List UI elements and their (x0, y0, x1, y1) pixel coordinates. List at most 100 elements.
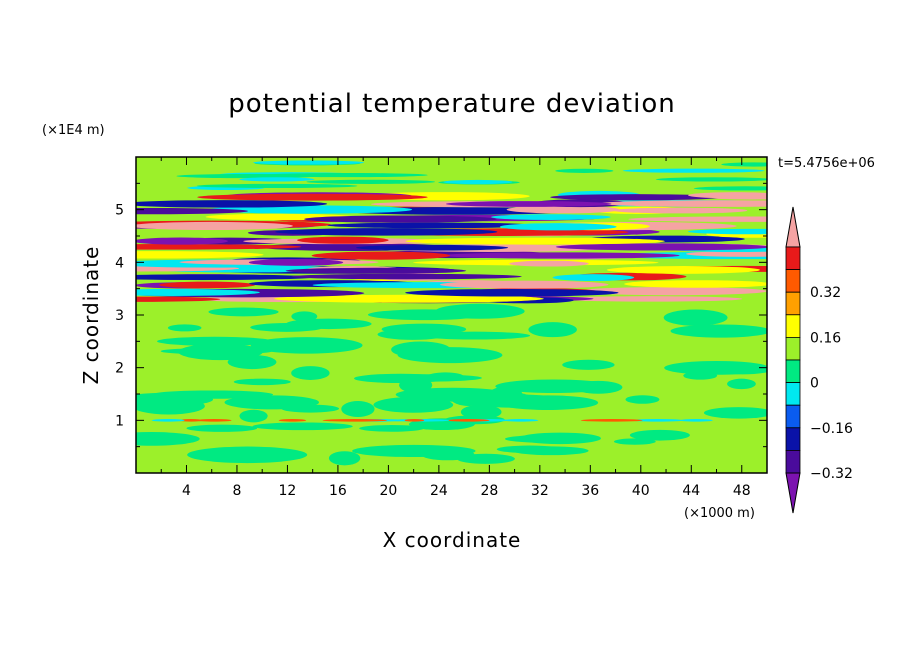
contour-patch (612, 207, 748, 214)
contour-patch (622, 168, 765, 173)
contour-patch (580, 419, 643, 422)
contour-patch (311, 251, 451, 260)
contour-patch (285, 318, 372, 330)
colorbar-box (785, 336, 801, 361)
y-tick-label: 1 (115, 413, 124, 429)
contour-patch (136, 432, 200, 446)
contour-patch (445, 201, 612, 207)
contour-patch (207, 205, 413, 214)
contour-patch (442, 252, 680, 259)
contour-patch (557, 296, 743, 302)
contour-patch (405, 289, 619, 297)
contour-patch (136, 221, 293, 231)
x-axis-ticks: 4 8 12 16 20 24 28 32 36 40 44 48 (160, 157, 751, 499)
contour-patch (562, 359, 615, 370)
contour-patch (629, 429, 690, 441)
x-tick-label: 28 (480, 483, 498, 499)
contour-patch (663, 309, 728, 326)
contour-patch (297, 236, 389, 244)
contour-patch (250, 337, 363, 354)
x-unit-label: (×1000 m) (684, 506, 755, 521)
y-tick-label: 5 (115, 203, 124, 219)
contour-patch (136, 200, 328, 208)
contour-patch (528, 322, 577, 338)
contour-patch (197, 193, 428, 201)
x-tick-label: 44 (682, 483, 700, 499)
contour-patch (685, 251, 767, 257)
contour-patch (419, 331, 531, 340)
y-axis-label: Z coordinate (79, 246, 103, 385)
contour-patch (136, 237, 228, 245)
x-tick-label: 12 (279, 483, 297, 499)
contour-patch (304, 215, 497, 223)
contour-patch (352, 444, 476, 458)
contour-patch (443, 179, 513, 185)
colorbar-box (785, 449, 801, 474)
contour-patch (225, 453, 260, 461)
x-axis-label: X coordinate (383, 528, 522, 552)
contour-patch (136, 274, 316, 280)
contour-patch (625, 395, 660, 404)
contour-patch (552, 274, 635, 281)
contour-patch (252, 422, 353, 431)
colorbar-box (785, 427, 801, 451)
contour-patch (628, 216, 767, 222)
contour-patch (167, 324, 202, 332)
x-tick-label: 20 (379, 483, 397, 499)
contour-patch (404, 419, 425, 422)
contour-patch (275, 228, 498, 236)
contour-patch (285, 267, 467, 274)
contour-patch (208, 307, 279, 317)
y-tick-label: 4 (115, 255, 124, 271)
colorbar-box (785, 246, 801, 271)
contour-patch (136, 288, 260, 296)
colorbar-label: 0.16 (810, 330, 841, 346)
contour-patch (253, 160, 365, 165)
contour-patch (655, 177, 767, 182)
colorbar-box (785, 359, 801, 384)
x-tick-label: 16 (329, 483, 347, 499)
y-tick-label: 3 (115, 308, 124, 324)
contour-patch (239, 409, 268, 423)
chart-title: potential temperature deviation (228, 89, 675, 119)
x-tick-label: 4 (182, 483, 191, 499)
contour-patch (693, 186, 767, 191)
contour-patch (178, 343, 263, 361)
x-tick-label: 32 (531, 483, 549, 499)
contour-patch (151, 419, 185, 422)
contour-patch (274, 294, 544, 303)
contour-patch (439, 280, 609, 289)
contour-patch (136, 207, 248, 215)
contour-patch (291, 366, 330, 380)
contour-patch (670, 324, 767, 338)
contour-patch (405, 237, 665, 245)
contour-patch (281, 404, 340, 413)
contour-patch (136, 251, 264, 259)
contour-patch (239, 177, 315, 182)
contour-patch (447, 419, 490, 422)
contour-patch (136, 397, 205, 415)
colorbar-bottom-arrow (785, 472, 801, 514)
contour-patch (680, 419, 713, 422)
contour-patch (136, 244, 302, 250)
contour-field (136, 157, 767, 473)
contour-patch (496, 445, 563, 454)
colorbar: 0.32 0.16 0 −0.16 −0.32 (785, 206, 853, 514)
contour-patch (179, 419, 203, 422)
contour-patch (630, 419, 684, 422)
x-tick-label: 24 (430, 483, 448, 499)
contour-patch (381, 323, 467, 335)
contour-patch (322, 419, 388, 422)
contour-patch (687, 228, 767, 235)
colorbar-top-arrow (785, 206, 801, 248)
contour-patch (504, 434, 599, 443)
contour-patch (624, 280, 767, 288)
contour-patch (359, 425, 424, 432)
contour-patch (306, 179, 436, 184)
contour-patch (550, 194, 721, 201)
contour-patch (248, 258, 344, 266)
colorbar-box (785, 382, 801, 406)
colorbar-box (785, 404, 801, 429)
contour-patch (328, 451, 361, 466)
contour-patch (341, 400, 375, 418)
